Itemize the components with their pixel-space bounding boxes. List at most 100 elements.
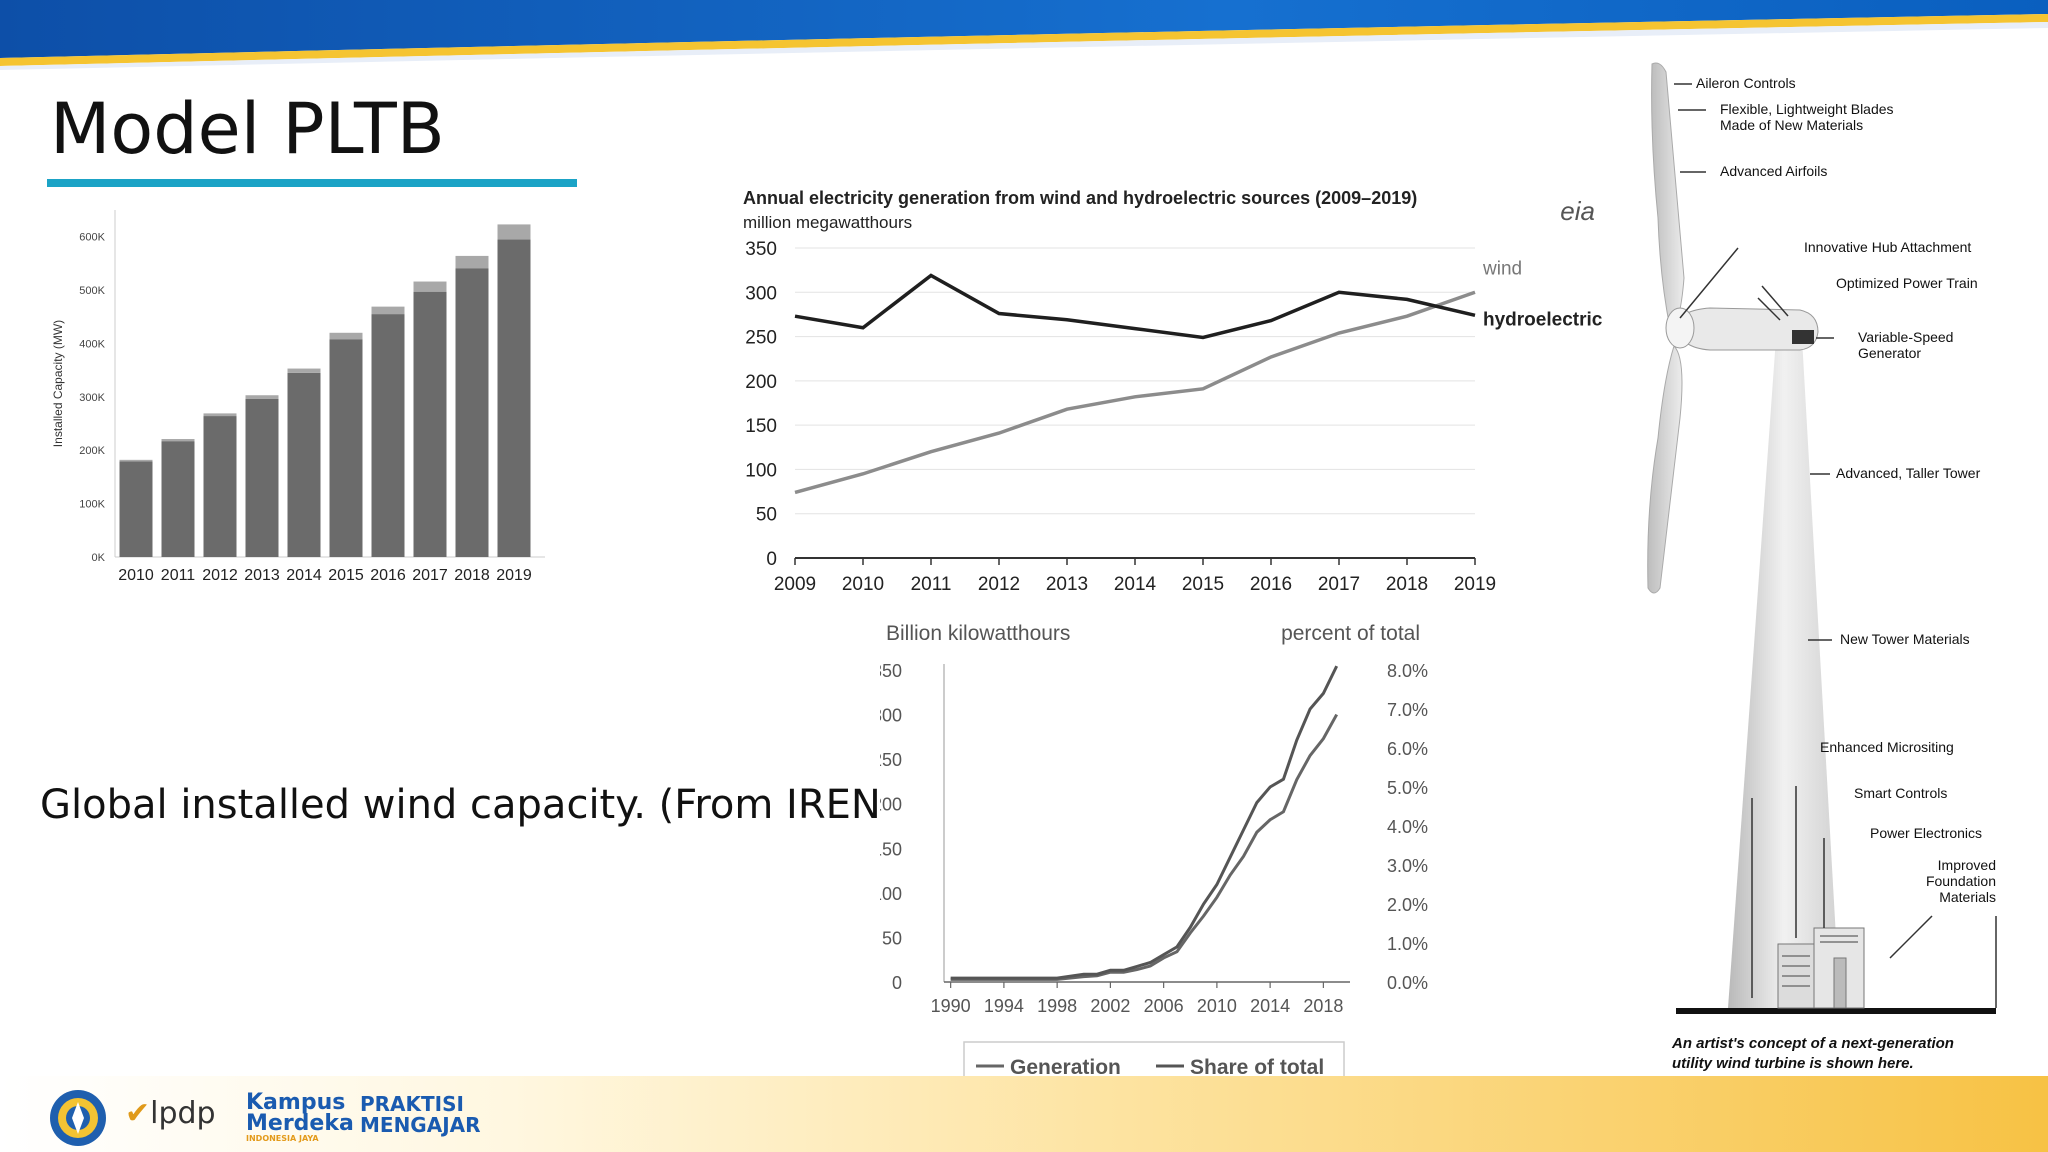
left-axis-label: Billion kilowatthours [886,622,1070,645]
y-tick-label: 0K [92,552,106,564]
y-tick-label: 50 [756,505,777,526]
label-advanced-airfoils: Advanced Airfoils [1720,163,1827,179]
y-tick-label: 250 [745,328,777,349]
x-tick-label: 2010 [842,574,884,595]
x-tick-label: 2018 [1303,996,1343,1016]
x-tick-label: 1998 [1037,996,1077,1016]
left-tick-label: 0 [892,973,902,993]
bar-onshore-2013 [245,398,279,557]
label-smart-controls: Smart Controls [1854,785,1947,801]
bar-offshore-2012 [203,413,237,417]
y-tick-label: 100 [745,460,777,481]
line-hydroelectric [794,273,1476,340]
bar-offshore-2014 [287,368,321,373]
x-tick-label: 2011 [161,567,196,584]
nacelle [1675,307,1819,351]
mengajar-text: MENGAJAR [360,1113,481,1137]
label-generator: Generator [1858,345,1921,361]
y-tick-label: 200K [79,445,105,457]
x-tick-label: 2017 [1318,574,1360,595]
y-tick-label: 100K [79,499,105,511]
right-tick-label: 1.0% [1387,934,1428,954]
label-new-materials: Made of New Materials [1720,117,1863,133]
x-tick-label: 2014 [1250,996,1290,1016]
top-decorative-band [0,0,2048,70]
legend-generation: Generation [1010,1056,1121,1079]
left-tick-label: 350 [880,661,902,681]
x-tick-label: 2006 [1144,996,1184,1016]
bar-offshore-2010 [119,459,153,462]
x-tick-label: 2011 [911,574,952,595]
bar-offshore-2011 [161,439,195,442]
x-tick-label: 2016 [1250,574,1292,595]
praktisi-mengajar-logo: PRAKTISI MENGAJAR [360,1094,481,1136]
left-tick-label: 150 [880,839,902,859]
right-tick-label: 2.0% [1387,895,1428,915]
right-tick-label: 8.0% [1387,661,1428,681]
slide-title: Model PLTB [50,88,445,170]
y-tick-label: 400K [79,338,105,350]
bar-onshore-2015 [329,339,363,557]
legend-box [963,1041,1345,1090]
x-tick-label: 2013 [244,567,280,584]
y-tick-label: 500K [79,285,105,297]
label-foundation: Foundation [1926,873,1996,889]
y-tick-label: 300 [745,283,777,304]
generator-vents [1792,330,1814,344]
x-tick-label: 2015 [1182,574,1224,595]
x-tick-label: 1990 [931,996,971,1016]
kampus-text: Kampus [246,1090,346,1115]
praktisi-text: PRAKTISI [360,1092,464,1116]
lower-blade [1647,345,1683,594]
bar-offshore-2019 [497,224,531,240]
left-tick-label: 250 [880,750,902,770]
tower [1728,338,1840,1008]
lpdp-logo-text: lpdp [150,1096,216,1131]
y-tick-label: 600K [79,232,105,244]
x-tick-label: 2010 [118,567,154,584]
x-tick-label: 2014 [1114,574,1157,595]
chart-subtitle: million megawatthours [743,213,912,232]
label-hub-attachment: Innovative Hub Attachment [1804,239,1971,255]
series-label-hydroelectric: hydroelectric [1483,309,1603,330]
y-tick-label: 150 [745,416,777,437]
y-tick-label: 300K [79,392,105,404]
x-tick-label: 2017 [412,567,448,584]
bar-offshore-2016 [371,306,405,315]
turbine-caption-line1: An artist's concept of a next-generation [1671,1035,1954,1052]
right-axis-label: percent of total [1281,622,1420,645]
x-tick-label: 2015 [328,567,364,584]
eia-logo: eia [1560,196,1595,226]
x-tick-label: 2012 [978,574,1020,595]
label-micrositing: Enhanced Micrositing [1820,739,1954,755]
x-tick-label: 2016 [370,567,406,584]
x-tick-label: 2013 [1046,574,1088,595]
left-tick-label: 300 [880,706,902,726]
hub [1665,307,1695,349]
line-share-of-total [950,665,1339,980]
y-axis-label: Installed Capacity (MW) [51,320,65,447]
merdeka-text: Merdeka [246,1111,354,1136]
left-tick-label: 200 [880,795,902,815]
lpdp-logo: ✔lpdp [125,1096,216,1131]
ground-line [1676,1008,1996,1014]
label-tower-materials: New Tower Materials [1840,631,1970,647]
right-tick-label: 5.0% [1387,778,1428,798]
bar-onshore-2014 [287,372,321,557]
series-label-wind: wind [1482,258,1522,279]
x-tick-label: 2019 [496,567,532,584]
bar-offshore-2017 [413,281,447,292]
bar-offshore-2013 [245,395,279,399]
chart-title: Annual electricity generation from wind … [743,188,1417,208]
x-tick-label: 2014 [286,567,322,584]
legend-share: Share of total [1190,1056,1324,1079]
title-underline [47,179,577,187]
bar-onshore-2012 [203,416,237,557]
kampus-merdeka-logo: Kampus Merdeka INDONESIA JAYA [246,1092,354,1144]
label-variable-speed: Variable-Speed [1858,329,1953,345]
bar-offshore-2015 [329,332,363,340]
right-tick-label: 3.0% [1387,856,1428,876]
wind-generation-share-chart: Billion kilowatthours percent of total 0… [880,612,1430,1090]
x-tick-label: 2019 [1454,574,1496,595]
label-materials: Materials [1939,889,1996,905]
